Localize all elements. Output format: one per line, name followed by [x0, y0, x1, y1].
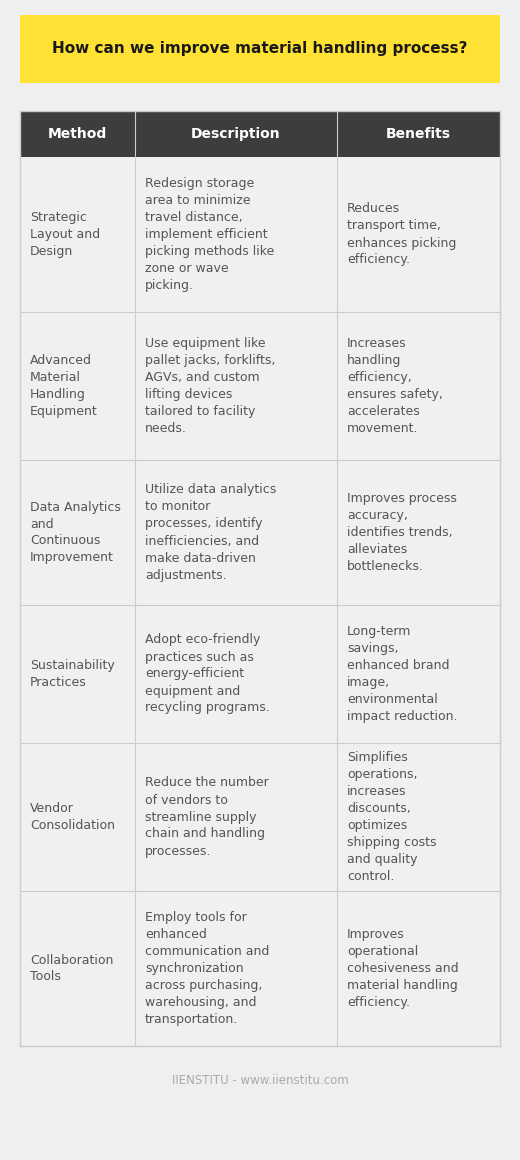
Text: Redesign storage
area to minimize
travel distance,
implement efficient
picking m: Redesign storage area to minimize travel… — [145, 177, 275, 292]
Text: Simplifies
operations,
increases
discounts,
optimizes
shipping costs
and quality: Simplifies operations, increases discoun… — [347, 751, 436, 883]
Text: Employ tools for
enhanced
communication and
synchronization
across purchasing,
w: Employ tools for enhanced communication … — [145, 911, 269, 1025]
Bar — [20, 606, 500, 744]
Text: Data Analytics
and
Continuous
Improvement: Data Analytics and Continuous Improvemen… — [30, 500, 121, 565]
Text: Strategic
Layout and
Design: Strategic Layout and Design — [30, 211, 100, 258]
Text: Sustainability
Practices: Sustainability Practices — [30, 659, 115, 689]
Bar — [20, 461, 500, 606]
Bar — [20, 15, 500, 84]
Bar — [20, 744, 500, 891]
Text: Improves
operational
cohesiveness and
material handling
efficiency.: Improves operational cohesiveness and ma… — [347, 928, 459, 1009]
Text: Method: Method — [48, 126, 107, 142]
Text: Use equipment like
pallet jacks, forklifts,
AGVs, and custom
lifting devices
tai: Use equipment like pallet jacks, forklif… — [145, 338, 276, 435]
Bar — [20, 157, 500, 312]
Text: Long-term
savings,
enhanced brand
image,
environmental
impact reduction.: Long-term savings, enhanced brand image,… — [347, 625, 457, 723]
Text: How can we improve material handling process?: How can we improve material handling pro… — [52, 42, 468, 57]
Text: Improves process
accuracy,
identifies trends,
alleviates
bottlenecks.: Improves process accuracy, identifies tr… — [347, 492, 457, 573]
Text: Collaboration
Tools: Collaboration Tools — [30, 954, 113, 984]
Text: Benefits: Benefits — [386, 126, 451, 142]
Text: Reduces
transport time,
enhances picking
efficiency.: Reduces transport time, enhances picking… — [347, 203, 456, 267]
Text: Adopt eco-friendly
practices such as
energy-efficient
equipment and
recycling pr: Adopt eco-friendly practices such as ene… — [145, 633, 270, 715]
Text: Utilize data analytics
to monitor
processes, identify
inefficiencies, and
make d: Utilize data analytics to monitor proces… — [145, 484, 277, 581]
Text: IIENSTITU - www.iienstitu.com: IIENSTITU - www.iienstitu.com — [172, 1074, 348, 1088]
Text: Advanced
Material
Handling
Equipment: Advanced Material Handling Equipment — [30, 354, 98, 418]
Bar — [20, 111, 500, 157]
Text: Reduce the number
of vendors to
streamline supply
chain and handling
processes.: Reduce the number of vendors to streamli… — [145, 776, 269, 857]
Bar — [20, 312, 500, 461]
Bar — [20, 891, 500, 1046]
Text: Description: Description — [191, 126, 281, 142]
Text: Increases
handling
efficiency,
ensures safety,
accelerates
movement.: Increases handling efficiency, ensures s… — [347, 338, 443, 435]
Text: Vendor
Consolidation: Vendor Consolidation — [30, 802, 115, 832]
